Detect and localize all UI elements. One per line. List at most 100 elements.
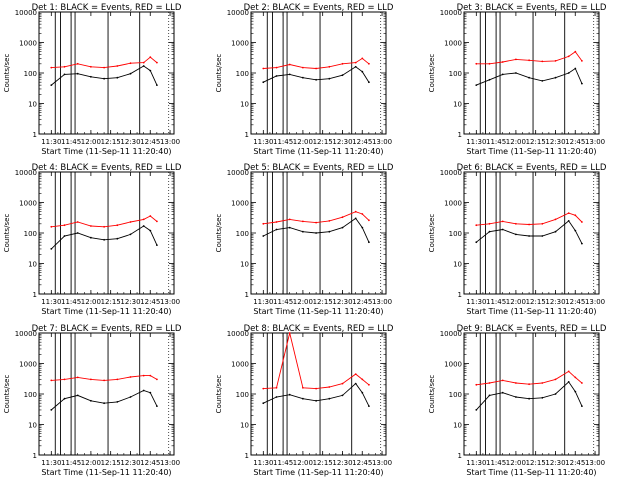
y-tick-label: 1: [245, 291, 249, 299]
events-point: [528, 235, 530, 237]
lld-point: [275, 221, 278, 223]
events-point: [149, 69, 152, 72]
lld-point: [354, 61, 357, 64]
lld-point: [76, 62, 79, 65]
events-point: [501, 228, 504, 231]
x-tick-label: 12:45: [565, 138, 585, 146]
events-point: [341, 74, 344, 77]
events-point: [315, 399, 317, 402]
panel-det-9: Det 9: BLACK = Events, RED = LLD Counts/s…: [428, 324, 607, 477]
x-tick-label: 11:45: [273, 138, 293, 146]
x-tick-label: 11:30: [466, 298, 486, 306]
events-point: [288, 73, 291, 76]
events-point: [142, 225, 145, 227]
lld-point: [63, 378, 66, 381]
lld-point: [368, 219, 370, 222]
y-axis-label: Counts/sec: [215, 54, 223, 93]
x-tick-label: 12:30: [120, 138, 140, 146]
lld-point: [361, 57, 364, 60]
x-tick-label: 12:30: [545, 459, 565, 467]
x-tick-label: 13:00: [585, 459, 605, 467]
lld-point: [142, 61, 145, 64]
lld-point: [116, 378, 119, 381]
y-tick-label: 1000: [19, 40, 37, 48]
lld-point: [288, 332, 291, 334]
lld-point: [581, 382, 583, 384]
y-tick-label: 10: [240, 261, 249, 269]
events-point: [475, 409, 478, 411]
y-tick-label: 100: [236, 391, 249, 399]
x-tick-label: 12:45: [352, 298, 372, 306]
panel-title: Det 8: BLACK = Events, RED = LLD: [244, 324, 394, 334]
lld-point: [129, 221, 132, 223]
x-tick-label: 11:30: [253, 138, 273, 146]
lld-point: [50, 66, 53, 69]
lld-point: [475, 224, 478, 227]
panel-det-1: Det 1: BLACK = Events, RED = LLD Counts/s…: [3, 3, 182, 156]
x-tick-label: 11:30: [253, 459, 273, 467]
events-point: [475, 241, 478, 244]
events-point: [262, 235, 265, 237]
lld-point: [328, 386, 331, 388]
events-point: [528, 397, 530, 400]
y-tick-label: 1000: [19, 361, 37, 369]
lld-point: [149, 215, 152, 217]
y-tick-label: 1: [458, 452, 462, 460]
lld-point: [262, 67, 265, 70]
events-point: [328, 397, 331, 400]
events-point: [275, 75, 278, 77]
plot-frame: [463, 171, 600, 295]
lld-point: [315, 221, 317, 224]
lld-point: [515, 58, 517, 61]
events-point: [149, 229, 152, 232]
lld-point: [488, 222, 491, 225]
y-tick-label: 10000: [440, 330, 462, 338]
y-tick-label: 10000: [15, 9, 37, 17]
panel-det-7: Det 7: BLACK = Events, RED = LLD Counts/s…: [3, 324, 182, 477]
lld-point: [76, 221, 79, 223]
lld-point: [315, 387, 317, 390]
x-tick-label: 13:00: [585, 138, 605, 146]
x-tick-label: 12:00: [293, 298, 313, 306]
x-axis-label: Start Time (11-Sep-11 11:20:40): [466, 147, 596, 156]
lld-point: [541, 60, 544, 63]
x-tick-label: 11:30: [466, 138, 486, 146]
events-point: [76, 394, 79, 397]
y-tick-label: 100: [236, 70, 249, 78]
x-tick-label: 12:00: [81, 459, 101, 467]
y-tick-label: 10: [28, 101, 37, 109]
lld-point: [368, 383, 370, 386]
events-point: [76, 232, 79, 234]
x-axis-label: Start Time (11-Sep-11 11:20:40): [41, 468, 171, 477]
events-point: [103, 238, 105, 241]
lld-point: [103, 225, 105, 228]
x-tick-label: 13:00: [585, 298, 605, 306]
events-point: [574, 67, 577, 70]
lld-point: [262, 222, 265, 225]
events-point: [116, 237, 119, 240]
y-tick-label: 100: [449, 230, 462, 238]
events-point: [528, 76, 530, 79]
x-tick-label: 12:00: [81, 298, 101, 306]
lld-point: [581, 221, 583, 223]
events-point: [368, 405, 370, 407]
lld-point: [341, 62, 344, 65]
panel-title: Det 6: BLACK = Events, RED = LLD: [457, 163, 607, 173]
lld-point: [103, 379, 105, 382]
events-point: [156, 244, 158, 247]
lld-series-line: [51, 375, 158, 381]
events-point: [341, 226, 344, 229]
lld-point: [302, 386, 304, 389]
y-tick-label: 10000: [15, 330, 37, 338]
events-series-line: [263, 217, 370, 243]
events-point: [515, 233, 517, 236]
events-point: [50, 409, 53, 411]
events-point: [76, 72, 79, 75]
x-axis-label: Start Time (11-Sep-11 11:20:40): [466, 307, 596, 316]
lld-point: [574, 376, 577, 379]
panel-title: Det 9: BLACK = Events, RED = LLD: [457, 324, 607, 334]
lld-point: [302, 220, 304, 223]
events-point: [142, 389, 145, 392]
y-tick-label: 1: [33, 131, 37, 139]
y-tick-label: 10: [453, 101, 462, 109]
